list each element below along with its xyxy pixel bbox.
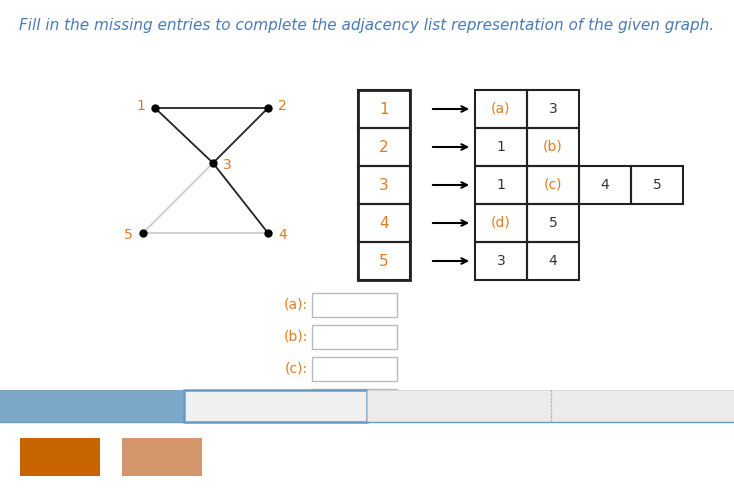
Text: (d):: (d):	[283, 394, 308, 408]
Bar	[358, 128, 410, 166]
Text: Ex: 1: Ex: 1	[318, 299, 352, 312]
Bar	[527, 166, 579, 204]
Bar	[527, 242, 579, 280]
Text: (d): (d)	[491, 216, 511, 230]
Bar	[312, 325, 397, 349]
Text: 2: 2	[278, 99, 287, 113]
Text: 1: 1	[87, 399, 96, 413]
Bar	[358, 90, 410, 280]
Text: 3: 3	[548, 102, 557, 116]
Bar	[527, 90, 579, 128]
Bar	[312, 389, 397, 413]
Text: 5: 5	[548, 216, 557, 230]
Bar	[475, 128, 527, 166]
Text: 5: 5	[653, 178, 661, 192]
Text: (b): (b)	[543, 140, 563, 154]
Bar	[20, 438, 100, 476]
Text: 4: 4	[638, 399, 647, 413]
Bar	[358, 204, 410, 242]
Bar	[312, 293, 397, 317]
Bar	[0, 390, 184, 422]
Bar	[122, 438, 202, 476]
Text: 1: 1	[497, 178, 506, 192]
Text: 2: 2	[270, 399, 280, 414]
Text: Fill in the missing entries to complete the adjacency list representation of the: Fill in the missing entries to complete …	[19, 18, 715, 33]
Bar	[527, 204, 579, 242]
Text: (c): (c)	[544, 178, 562, 192]
Bar	[475, 166, 527, 204]
Text: 3: 3	[497, 254, 506, 268]
Bar	[631, 166, 683, 204]
Text: 3: 3	[379, 177, 389, 192]
Bar	[475, 242, 527, 280]
Text: 3: 3	[454, 399, 463, 413]
Text: 1: 1	[136, 99, 145, 113]
Text: (a): (a)	[491, 102, 511, 116]
Bar	[358, 90, 410, 128]
Bar	[475, 90, 527, 128]
Text: 1: 1	[497, 140, 506, 154]
Text: 4: 4	[379, 216, 389, 231]
Bar	[358, 166, 410, 204]
Bar	[527, 128, 579, 166]
Text: 4: 4	[548, 254, 557, 268]
Text: 1: 1	[379, 101, 389, 116]
Text: 5: 5	[379, 253, 389, 268]
Bar	[579, 166, 631, 204]
Bar	[367, 390, 550, 422]
Text: Next: Next	[144, 450, 181, 464]
Bar	[312, 357, 397, 381]
Text: 2: 2	[379, 140, 389, 155]
Text: (c):: (c):	[285, 362, 308, 376]
Bar	[358, 242, 410, 280]
Bar	[475, 204, 527, 242]
Text: Check: Check	[37, 450, 84, 464]
Text: (b):: (b):	[283, 330, 308, 344]
Bar	[550, 390, 734, 422]
Text: (a):: (a):	[284, 298, 308, 312]
Text: 5: 5	[124, 228, 133, 242]
Text: 4: 4	[600, 178, 609, 192]
Text: 3: 3	[223, 158, 232, 172]
Text: 4: 4	[278, 228, 287, 242]
Bar	[184, 390, 367, 422]
